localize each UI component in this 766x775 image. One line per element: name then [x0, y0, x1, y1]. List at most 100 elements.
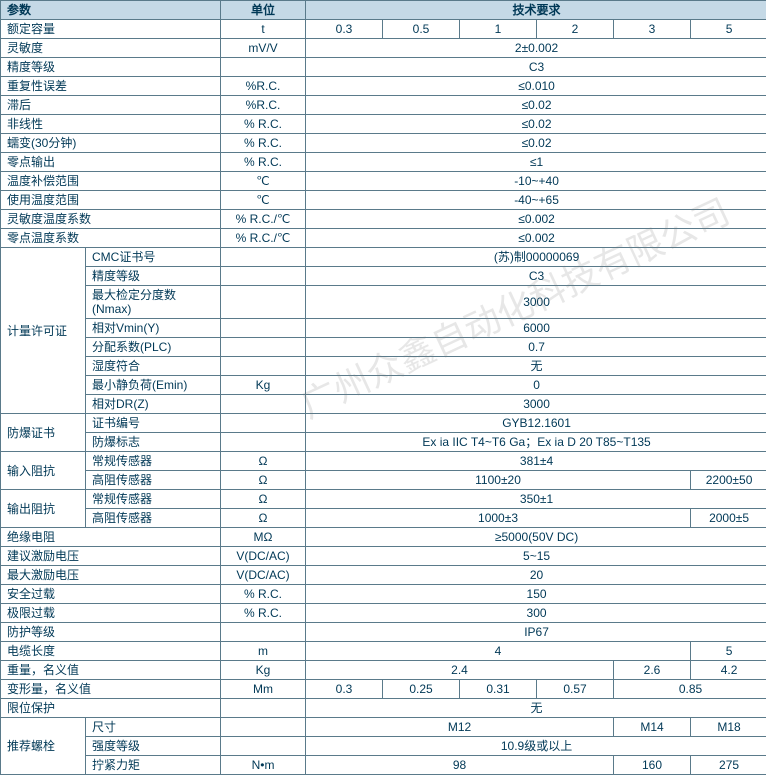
unit: Kg — [221, 376, 306, 395]
row-rated-cap: 额定容量 t 0.3 0.5 1 2 3 5 — [1, 20, 766, 39]
unit: % R.C./℃ — [221, 210, 306, 229]
lbl: 相对DR(Z) — [86, 395, 221, 414]
lbl: 证书编号 — [86, 414, 221, 433]
unit: t — [221, 20, 306, 39]
lbl: 高阻传感器 — [86, 471, 221, 490]
lbl: 安全过载 — [1, 585, 221, 604]
v2: M18 — [691, 718, 766, 737]
lbl: 最小静负荷(Emin) — [86, 376, 221, 395]
val: 0.7 — [306, 338, 766, 357]
unit: Kg — [221, 661, 306, 680]
val: 20 — [306, 566, 766, 585]
val: ≤0.02 — [306, 134, 766, 153]
val: 1100±20 — [306, 471, 691, 490]
lbl: 防爆标志 — [86, 433, 221, 452]
lbl: 建议激励电压 — [1, 547, 221, 566]
v2: 0.31 — [460, 680, 537, 699]
val: 10.9级或以上 — [306, 737, 766, 756]
lbl: 湿度符合 — [86, 357, 221, 376]
unit: % R.C. — [221, 153, 306, 172]
unit: % R.C. — [221, 585, 306, 604]
val: 1000±3 — [306, 509, 691, 528]
val2: 5 — [691, 642, 766, 661]
unit — [221, 248, 306, 267]
unit: %R.C. — [221, 77, 306, 96]
unit — [221, 395, 306, 414]
lbl: 分配系数(PLC) — [86, 338, 221, 357]
val2: 2200±50 — [691, 471, 766, 490]
unit: N•m — [221, 756, 306, 775]
lbl: 最大检定分度数(Nmax) — [86, 286, 221, 319]
lbl: CMC证书号 — [86, 248, 221, 267]
lbl: 额定容量 — [1, 20, 221, 39]
lbl: 蠕变(30分钟) — [1, 134, 221, 153]
license-label: 计量许可证 — [1, 248, 86, 414]
unit — [221, 414, 306, 433]
unit: V(DC/AC) — [221, 566, 306, 585]
unit — [221, 699, 306, 718]
val: 2.4 — [306, 661, 614, 680]
unit: ℃ — [221, 172, 306, 191]
unit: MΩ — [221, 528, 306, 547]
val: -10~+40 — [306, 172, 766, 191]
val2: 2.6 — [614, 661, 691, 680]
v4: 0.85 — [614, 680, 766, 699]
unit: mV/V — [221, 39, 306, 58]
val: 381±4 — [306, 452, 766, 471]
v1: 0.25 — [383, 680, 460, 699]
lbl: 使用温度范围 — [1, 191, 221, 210]
unit: % R.C. — [221, 604, 306, 623]
lbl: 绝缘电阻 — [1, 528, 221, 547]
val: ≤0.002 — [306, 229, 766, 248]
lbl: 高阻传感器 — [86, 509, 221, 528]
lbl: 强度等级 — [86, 737, 221, 756]
val: -40~+65 — [306, 191, 766, 210]
lbl: 精度等级 — [1, 58, 221, 77]
lbl: 常规传感器 — [86, 490, 221, 509]
hdr-unit: 单位 — [221, 1, 306, 20]
v0: 98 — [306, 756, 614, 775]
lbl: 尺寸 — [86, 718, 221, 737]
v1: 160 — [614, 756, 691, 775]
unit: Ω — [221, 471, 306, 490]
lbl: 拧紧力矩 — [86, 756, 221, 775]
unit: Mm — [221, 680, 306, 699]
lbl: 零点温度系数 — [1, 229, 221, 248]
lbl: 常规传感器 — [86, 452, 221, 471]
c4: 3 — [614, 20, 691, 39]
unit: % R.C. — [221, 134, 306, 153]
lbl: 限位保护 — [1, 699, 221, 718]
lbl: 滞后 — [1, 96, 221, 115]
lbl: 重量，名义值 — [1, 661, 221, 680]
lbl: 相对Vmin(Y) — [86, 319, 221, 338]
val: C3 — [306, 58, 766, 77]
v3: 0.57 — [537, 680, 614, 699]
unit: ℃ — [221, 191, 306, 210]
c0: 0.3 — [306, 20, 383, 39]
header-row: 参数 单位 技术要求 — [1, 1, 766, 20]
val: 0 — [306, 376, 766, 395]
unit — [221, 623, 306, 642]
c2: 1 — [460, 20, 537, 39]
unit — [221, 58, 306, 77]
lbl: 防护等级 — [1, 623, 221, 642]
val: 无 — [306, 357, 766, 376]
spec-table: 参数 单位 技术要求 额定容量 t 0.3 0.5 1 2 3 5 灵敏度mV/… — [0, 0, 766, 775]
unit: Ω — [221, 509, 306, 528]
lbl: 非线性 — [1, 115, 221, 134]
lbl: 温度补偿范围 — [1, 172, 221, 191]
unit — [221, 718, 306, 737]
val3: 4.2 — [691, 661, 766, 680]
unit: V(DC/AC) — [221, 547, 306, 566]
val: IP67 — [306, 623, 766, 642]
val: ≤1 — [306, 153, 766, 172]
hdr-param: 参数 — [1, 1, 221, 20]
val: 300 — [306, 604, 766, 623]
val: 150 — [306, 585, 766, 604]
lbl: 精度等级 — [86, 267, 221, 286]
val: ≤0.010 — [306, 77, 766, 96]
val: 350±1 — [306, 490, 766, 509]
v0: M12 — [306, 718, 614, 737]
v1: M14 — [614, 718, 691, 737]
unit: % R.C./℃ — [221, 229, 306, 248]
